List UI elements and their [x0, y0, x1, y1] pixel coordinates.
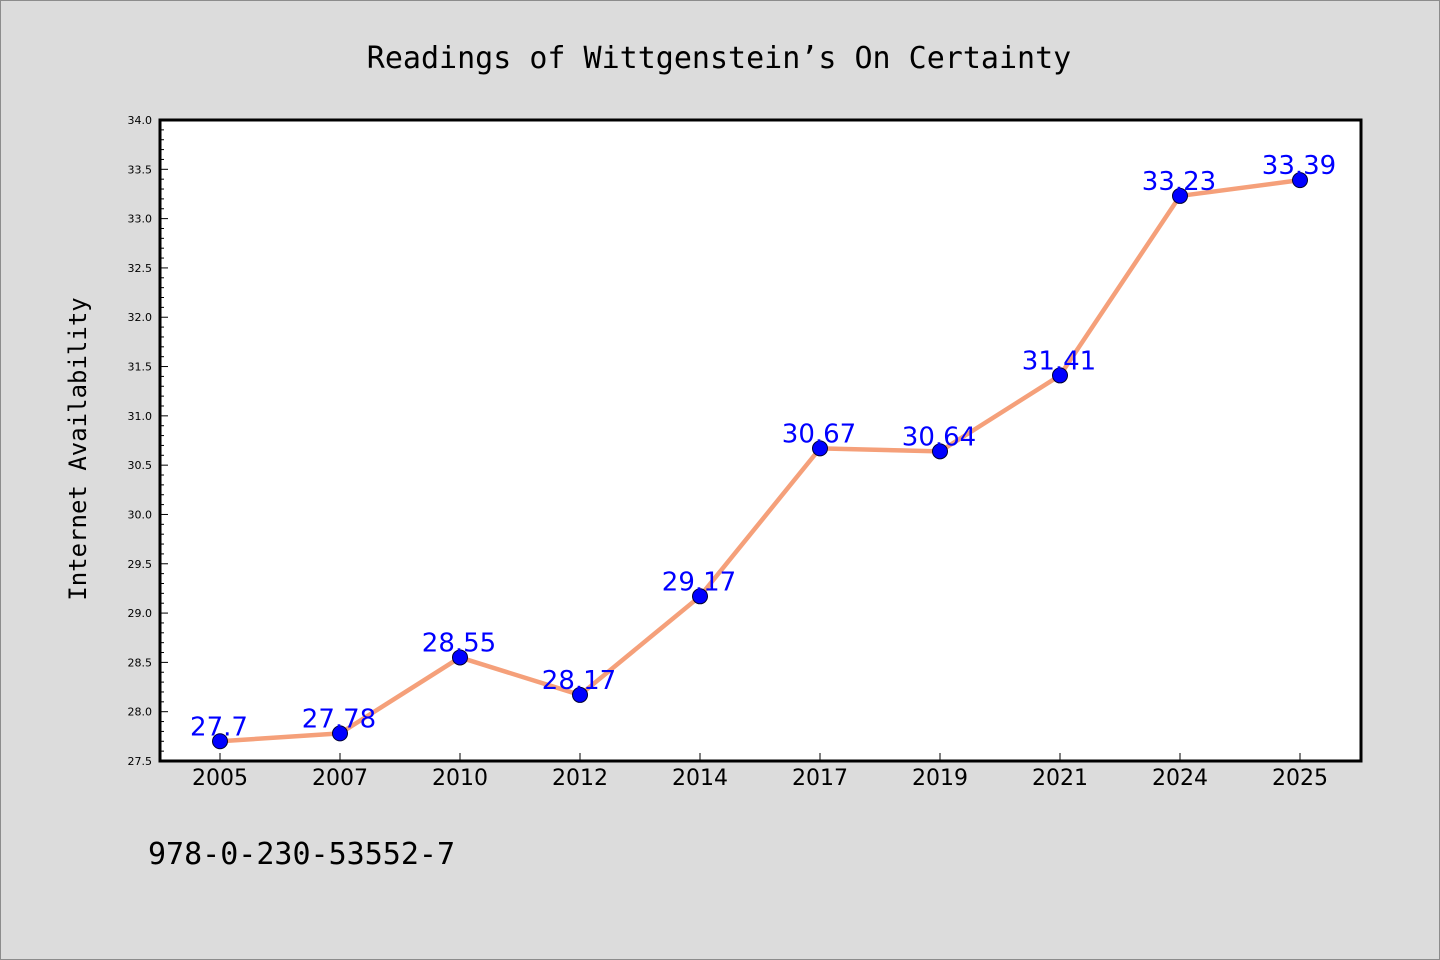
data-point-marker	[212, 733, 228, 750]
x-tick-label: 2017	[792, 766, 848, 791]
data-label: 33.23	[1142, 167, 1216, 197]
y-tick-label: 30.0	[128, 508, 153, 521]
isbn-text: 978-0-230-53552-7	[148, 837, 455, 872]
series-line	[217, 177, 1303, 744]
data-label: 33.39	[1262, 151, 1336, 181]
data-point-marker	[1052, 367, 1068, 384]
y-tick-label: 31.0	[128, 410, 153, 423]
y-tick-label: 28.5	[128, 656, 153, 669]
data-label: 28.17	[542, 666, 616, 696]
y-tick-label: 33.5	[128, 163, 153, 176]
y-tick-label: 32.0	[128, 311, 153, 324]
y-tick-label: 32.5	[128, 262, 153, 275]
x-tick-label: 2024	[1152, 766, 1208, 791]
data-label: 31.41	[1022, 346, 1096, 376]
data-point-marker	[692, 588, 708, 605]
data-point-marker	[1172, 187, 1188, 204]
y-tick-label: 33.0	[128, 213, 153, 226]
x-tick-label: 2014	[672, 766, 728, 791]
series-line-layer	[212, 172, 1308, 750]
data-point-marker	[1292, 172, 1308, 189]
data-label: 28.55	[422, 628, 496, 658]
chart-title: Readings of Wittgenstein’s On Certainty	[367, 41, 1071, 76]
data-point-marker	[572, 686, 588, 703]
data-label: 30.64	[902, 422, 976, 452]
y-tick-label: 27.5	[128, 755, 153, 768]
data-label: 27.7	[190, 712, 248, 742]
y-axis: 27.5 28.0 28.5 29.0 29.5 30.0 30.5 31.0 31.5 32.0…	[128, 114, 168, 768]
x-tick-label: 2007	[312, 766, 368, 791]
data-label-layer: 27.7 27.78 28.55 28.17 29.17 30.67 30.64 31.41 3…	[190, 151, 1336, 742]
data-point-marker	[932, 443, 948, 460]
data-label: 29.17	[662, 567, 736, 597]
y-axis-label: Internet Availability	[64, 297, 92, 600]
x-tick-label: 2021	[1032, 766, 1088, 791]
y-tick-label: 31.5	[128, 361, 153, 374]
data-point-marker	[332, 725, 348, 742]
y-tick-label: 28.0	[128, 706, 153, 719]
y-tick-label: 29.5	[128, 558, 153, 571]
x-tick-label: 2010	[432, 766, 488, 791]
x-tick-label: 2025	[1272, 766, 1328, 791]
x-tick-label: 2005	[192, 766, 248, 791]
y-tick-label: 29.0	[128, 607, 153, 620]
data-label: 27.78	[302, 704, 376, 734]
data-point-marker	[812, 440, 828, 457]
plot-area	[158, 118, 1363, 763]
data-point-marker	[452, 649, 468, 666]
data-label: 30.67	[782, 419, 856, 449]
y-tick-label: 30.5	[128, 459, 153, 472]
x-axis: 2005 2007 2010 2012 2014 2017 2019 2021 2024 2025	[192, 753, 1328, 791]
x-tick-label: 2019	[912, 766, 968, 791]
x-tick-label: 2012	[552, 766, 608, 791]
y-tick-label: 34.0	[128, 114, 153, 127]
